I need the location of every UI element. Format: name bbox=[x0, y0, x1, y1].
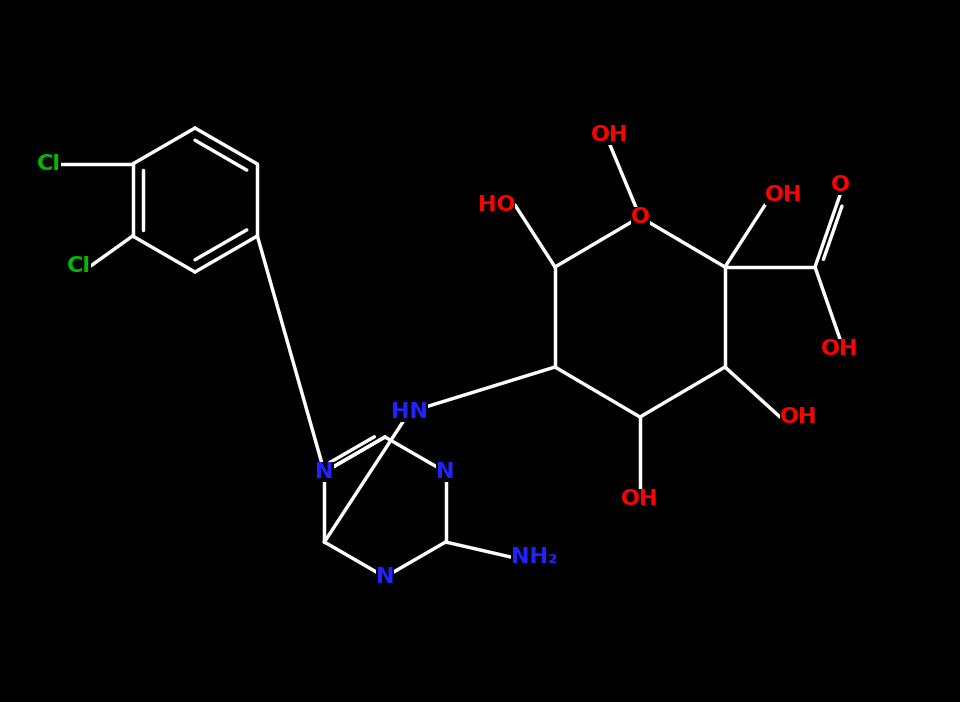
Text: N: N bbox=[375, 567, 395, 587]
Text: OH: OH bbox=[591, 125, 629, 145]
Text: OH: OH bbox=[765, 185, 803, 205]
Text: O: O bbox=[830, 175, 850, 195]
Text: Cl: Cl bbox=[36, 154, 60, 174]
Text: Cl: Cl bbox=[66, 256, 90, 276]
Text: NH₂: NH₂ bbox=[511, 547, 558, 567]
Text: HN: HN bbox=[391, 402, 428, 422]
Text: OH: OH bbox=[780, 407, 818, 427]
Text: O: O bbox=[631, 207, 650, 227]
Text: HO: HO bbox=[477, 195, 515, 215]
Text: OH: OH bbox=[821, 339, 859, 359]
Text: OH: OH bbox=[621, 489, 659, 509]
Text: N: N bbox=[315, 462, 334, 482]
Text: N: N bbox=[437, 462, 455, 482]
